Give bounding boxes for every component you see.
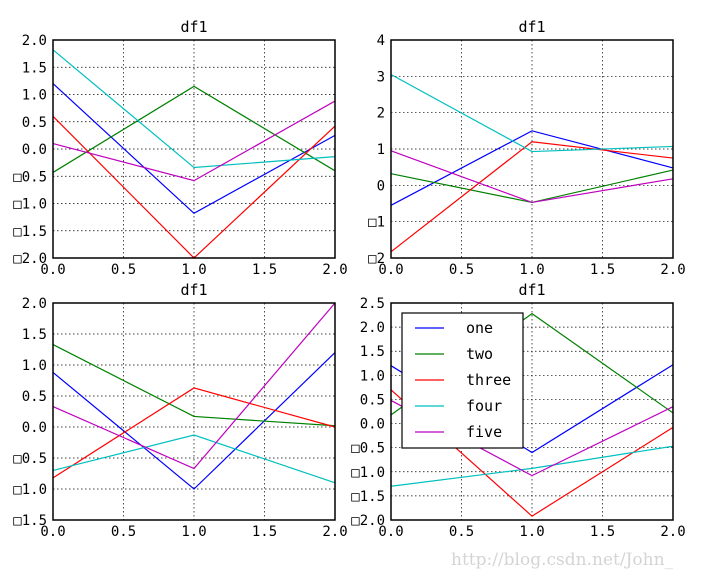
legend-label-five: five [466,423,502,441]
y-tick-label: 0.5 [22,389,47,405]
y-tick-label: □2.0 [351,513,385,529]
y-tick-label: 1.5 [22,327,47,343]
x-tick-label: 2.0 [660,524,685,540]
series-line-4 [52,434,336,484]
series-line-5 [390,150,674,204]
series-line-2 [52,85,336,173]
y-tick-label: 0 [377,178,385,194]
x-tick-label: 2.0 [322,524,347,540]
y-tick-label: □0.5 [13,169,47,185]
series-line-2 [52,344,336,427]
y-tick-label: □1.5 [351,489,385,505]
x-tick-label: 0.0 [40,524,65,540]
y-tick-label: 1.0 [360,368,385,384]
x-tick-label: 0.0 [40,262,65,278]
axes-frame [390,39,674,259]
legend-label-four: four [466,397,502,415]
series-line-3 [52,387,336,479]
x-tick-label: 1.0 [519,524,544,540]
x-tick-label: 1.5 [590,524,615,540]
series-line-5 [52,302,336,470]
series-line-four [390,445,674,487]
y-tick-label: □1 [368,215,385,231]
x-tick-label: 1.5 [590,262,615,278]
y-tick-label: □2.0 [13,251,47,267]
x-tick-label: 1.5 [252,262,277,278]
y-tick-label: 1.5 [22,60,47,76]
subplot-2: df1 0.0 0.5 1.0 1.5 2.0 □2 □1 0 1 2 3 4 [368,18,686,278]
y-tick-label: □1.5 [13,224,47,240]
series-line-3 [390,141,674,253]
y-tick-label: 0.5 [22,115,47,131]
series-line-4 [390,73,674,153]
y-tick-label: 1.0 [22,88,47,104]
subplot-title: df1 [180,18,207,36]
subplot-title: df1 [518,18,545,36]
y-tick-label: 4 [377,33,385,49]
legend-label-three: three [466,371,511,389]
x-tick-label: 1.0 [181,262,206,278]
legend-label-two: two [466,345,493,363]
x-tick-label: 2.0 [660,262,685,278]
x-tick-label: 0.5 [449,524,474,540]
y-tick-label: 1.0 [22,358,47,374]
y-tick-label: □1.0 [13,197,47,213]
y-tick-label: 0.5 [360,392,385,408]
axes-frame [390,302,674,521]
x-tick-label: 1.0 [181,524,206,540]
x-tick-label: 0.0 [378,262,403,278]
watermark: http://blog.csdn.net/John_ [451,550,674,570]
y-tick-label: 2.5 [360,296,385,312]
series-line-1 [52,83,336,215]
y-tick-label: 0.0 [22,142,47,158]
x-tick-label: 1.5 [252,524,277,540]
y-tick-label: □2 [368,251,385,267]
y-tick-label: 2.0 [360,320,385,336]
y-tick-label: 2.0 [22,33,47,49]
series-line-4 [52,49,336,169]
x-tick-label: 0.5 [111,524,136,540]
y-tick-label: 3 [377,69,385,85]
subplot-4: df1 0.0 0.5 1.0 1.5 2.0 □2.0 □1.5 □1.0 □0.5 0.0 0.5… [351,281,685,540]
series-line-1 [390,130,674,206]
y-tick-label: 2.0 [22,296,47,312]
subplot-title: df1 [180,281,207,299]
subplot-3: df1 0.0 0.5 1.0 1.5 2.0 □1.5 □1.0 □0.5 0.0 0.5 1.0 1… [13,281,347,540]
legend: one two three four five [401,312,524,449]
y-tick-label: 0.0 [360,417,385,433]
y-tick-label: □1.5 [13,513,47,529]
y-tick-label: 0.0 [22,420,47,436]
series-line-1 [52,352,336,490]
y-tick-label: 1 [377,142,385,158]
x-tick-label: 0.0 [378,524,403,540]
axes-frame [52,39,336,259]
legend-label-one: one [466,319,493,337]
y-tick-label: 1.5 [360,344,385,360]
y-tick-label: □0.5 [351,441,385,457]
x-tick-label: 0.5 [449,262,474,278]
subplot-title: df1 [518,281,545,299]
y-tick-label: □0.5 [13,451,47,467]
x-tick-label: 0.5 [111,262,136,278]
y-tick-label: □1.0 [13,482,47,498]
subplot-1: df1 0.0 0.5 1.0 1.5 2.0 □2.0 □1.5 □1.0 □0.5 0.0 0.5… [13,18,347,278]
axes-frame [52,302,336,521]
x-tick-label: 2.0 [322,262,347,278]
series-line-5 [52,100,336,182]
y-tick-label: □1.0 [351,465,385,481]
y-tick-label: 2 [377,106,385,122]
x-tick-label: 1.0 [519,262,544,278]
